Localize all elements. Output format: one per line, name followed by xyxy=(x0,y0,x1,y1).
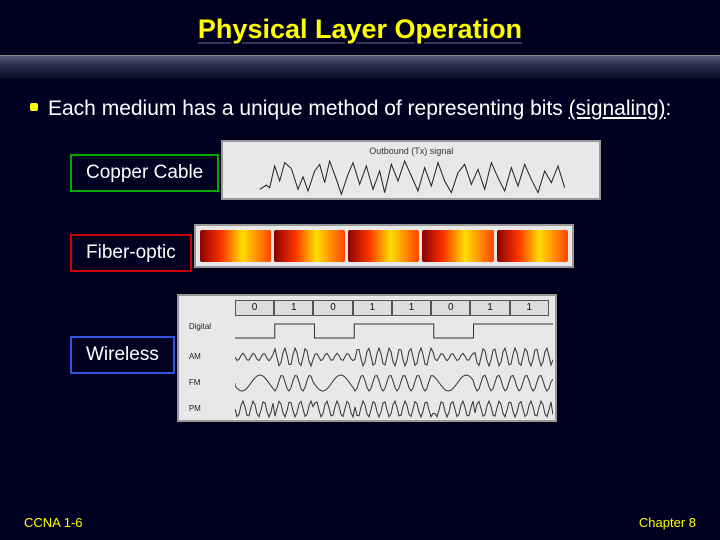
slide-title: Physical Layer Operation xyxy=(0,14,720,45)
bullet-item: Each medium has a unique method of repre… xyxy=(30,95,690,122)
bullet-lead: Each medium has a unique method of repre… xyxy=(48,97,563,120)
footer-right: Chapter 8 xyxy=(639,515,696,530)
fiber-segment xyxy=(348,230,419,262)
label-fiber: Fiber-optic xyxy=(70,234,192,272)
bit-cell: 0 xyxy=(235,300,274,316)
panel-wireless: 01011011DigitalAMFMPM xyxy=(177,294,557,422)
footer: CCNA 1-6 Chapter 8 xyxy=(0,515,720,530)
fiber-segment xyxy=(274,230,345,262)
wave-am xyxy=(235,346,553,368)
fiber-segment xyxy=(200,230,271,262)
footer-left: CCNA 1-6 xyxy=(24,515,83,530)
copper-waveform xyxy=(227,156,599,196)
bit-cell: 1 xyxy=(510,300,549,316)
panel-fiber xyxy=(194,224,574,268)
media-row-copper: Copper Cable Outbound (Tx) signal xyxy=(30,140,690,200)
wave-pm xyxy=(235,398,553,420)
copper-caption: Outbound (Tx) signal xyxy=(227,146,595,156)
media-row-fiber: Fiber-optic xyxy=(30,224,690,272)
wave-digital xyxy=(235,320,553,342)
bullet-tail: : xyxy=(666,97,672,120)
wave-label: AM xyxy=(189,352,201,361)
bullet-underlined: (signaling) xyxy=(569,97,666,120)
bit-cell: 1 xyxy=(353,300,392,316)
bit-cell: 1 xyxy=(470,300,509,316)
media-row-wireless: Wireless 01011011DigitalAMFMPM xyxy=(30,294,690,422)
title-gradient-bar xyxy=(0,55,720,79)
wave-label: Digital xyxy=(189,322,211,331)
wave-fm xyxy=(235,372,553,394)
bit-row: 01011011 xyxy=(235,300,549,316)
wave-label: PM xyxy=(189,404,201,413)
fiber-segment xyxy=(422,230,493,262)
bit-cell: 0 xyxy=(313,300,352,316)
bit-cell: 0 xyxy=(431,300,470,316)
label-wireless: Wireless xyxy=(70,336,175,374)
bit-cell: 1 xyxy=(274,300,313,316)
bit-cell: 1 xyxy=(392,300,431,316)
panel-copper: Outbound (Tx) signal xyxy=(221,140,601,200)
bullet-text: Each medium has a unique method of repre… xyxy=(48,95,671,122)
fiber-segment xyxy=(497,230,568,262)
bullet-icon xyxy=(30,103,38,111)
wave-label: FM xyxy=(189,378,201,387)
label-copper: Copper Cable xyxy=(70,154,219,192)
